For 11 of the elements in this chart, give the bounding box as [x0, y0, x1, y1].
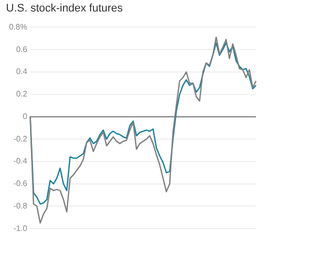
y-tick-label: 0 [22, 112, 28, 121]
y-tick-label: -0.8 [13, 201, 28, 210]
y-tick-label: 0.4 [16, 67, 28, 76]
y-tick-label: -0.6 [13, 179, 28, 188]
y-tick-label: 0.6 [16, 44, 28, 54]
y-tick-label: -0.4 [13, 156, 28, 166]
y-tick-label: -0.2 [13, 134, 28, 144]
chart-title: U.S. stock-index futures [6, 2, 124, 15]
y-tick-label: -1.0 [13, 224, 28, 233]
y-tick-label: 0.8% [9, 22, 28, 32]
y-tick-label: 0.2 [16, 90, 28, 99]
